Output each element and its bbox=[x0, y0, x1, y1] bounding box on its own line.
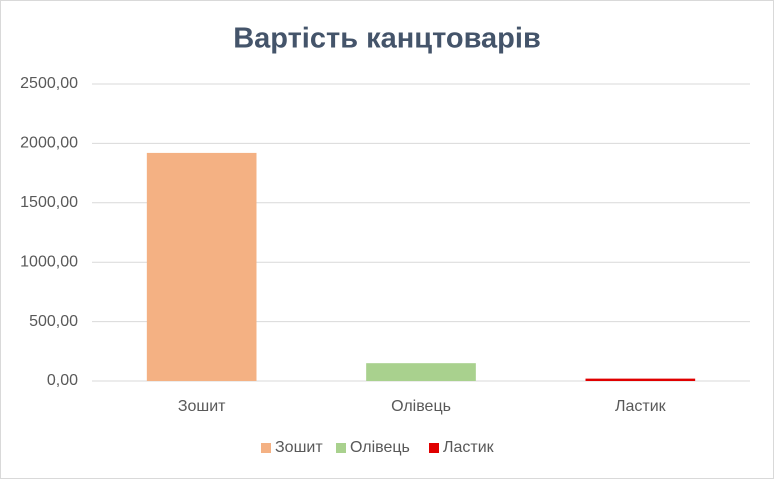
y-tick-label: 2000,00 bbox=[20, 135, 78, 152]
legend-swatch bbox=[429, 443, 439, 453]
legend-label: Зошит bbox=[275, 439, 323, 456]
legend-label: Олівець bbox=[350, 439, 410, 456]
x-tick-label: Ластик bbox=[615, 398, 667, 415]
y-tick-label: 1500,00 bbox=[20, 194, 78, 211]
legend-swatch bbox=[336, 443, 346, 453]
y-tick-label: 1000,00 bbox=[20, 253, 78, 270]
y-tick-label: 500,00 bbox=[29, 313, 78, 330]
x-tick-label: Олівець bbox=[391, 398, 451, 415]
chart-title: Вартість канцтоварів bbox=[233, 23, 541, 55]
y-tick-label: 2500,00 bbox=[20, 75, 78, 92]
legend-label: Ластик bbox=[443, 439, 495, 456]
bar bbox=[146, 152, 257, 381]
bar bbox=[366, 363, 476, 381]
y-tick-label: 0,00 bbox=[47, 372, 78, 389]
legend-swatch bbox=[261, 443, 271, 453]
x-tick-label: Зошит bbox=[178, 398, 226, 415]
bar bbox=[585, 378, 696, 381]
